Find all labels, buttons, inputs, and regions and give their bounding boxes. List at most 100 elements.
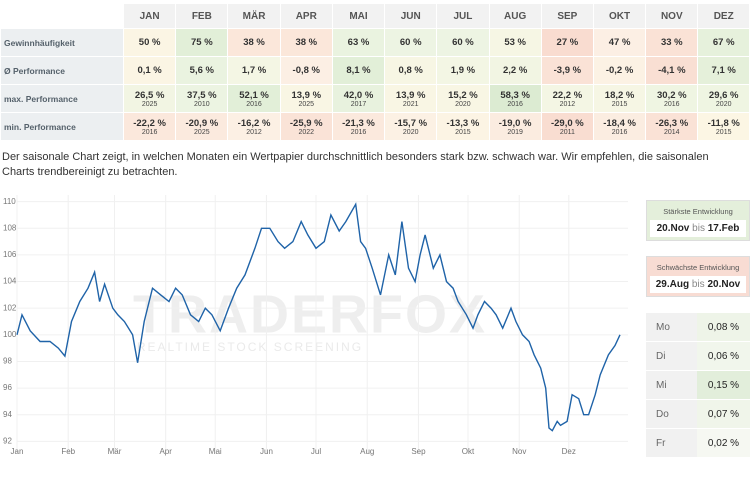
cell-value: 67 % [712, 37, 735, 48]
cell-year: 2019 [507, 128, 523, 136]
month-header: AUG [489, 4, 541, 28]
x-tick-label: Nov [512, 447, 526, 456]
cell-year: 2016 [141, 128, 158, 136]
weekday-value: 0,08 % [697, 313, 750, 341]
cell-value: 53 % [504, 37, 526, 48]
cell-value: -19,0 % [498, 117, 532, 129]
y-tick-label: 100 [3, 330, 17, 339]
row: Gewinnhäufigkeit 50 % 75 % 38 % 38 % 63 % 60 %… [1, 29, 749, 56]
to: 20.Nov [707, 279, 741, 290]
cell-value: -21,3 % [342, 117, 375, 129]
weekday: Mi [646, 371, 697, 399]
cell: -15,7 % 2020 [385, 113, 437, 140]
y-tick-label: 104 [3, 277, 17, 286]
cell-year: 2015 [611, 100, 628, 108]
cell-year: 2017 [350, 100, 367, 108]
cell-value: 52,1 % [239, 89, 269, 101]
row: min. Performance -22,2 % 2016 -20,9 % 2025 -1… [1, 113, 749, 140]
cell: 5,6 % [176, 57, 228, 84]
month-header: FEB [176, 4, 228, 28]
cell: -11,8 % 2015 [698, 113, 749, 140]
cell: -29,0 % 2011 [541, 113, 593, 140]
cell: 75 % [176, 29, 228, 56]
watermark-tagline: REALTIME STOCK SCREENING [137, 340, 363, 354]
cell-year: 2025 [141, 100, 158, 108]
cell: 1,7 % [228, 57, 280, 84]
weakest-title: Schwächste Entwicklung [656, 263, 740, 272]
from: 29.Aug [655, 279, 690, 290]
cell-value: 26,5 % [134, 89, 165, 101]
cell: 29,6 % 2020 [698, 85, 749, 112]
price-line [16, 202, 621, 432]
cell: -16,2 % 2012 [228, 113, 280, 140]
cell-value: 13,9 % [291, 89, 322, 101]
watermark-brand: TRADERFOX [133, 284, 487, 344]
cell-year: 2016 [350, 128, 367, 136]
strongest-box: Stärkste Entwicklung 20.Nov bis 17.Feb [646, 200, 750, 241]
cell-value: 33 % [660, 37, 683, 48]
y-tick-label: 102 [3, 303, 17, 312]
cell-value: 75 % [191, 37, 213, 48]
cell-year: 2016 [611, 128, 628, 136]
weakest-range: 29.Aug bis 20.Nov [650, 276, 746, 293]
weekday-row: Fr 0,02 % [646, 429, 750, 457]
y-tick-label: 92 [3, 436, 12, 445]
cell: -4,1 % [646, 57, 698, 84]
weekday-value: 0,15 % [697, 371, 750, 399]
month-header: NOV [646, 4, 698, 28]
cell-value: -0,2 % [605, 65, 634, 76]
cell-value: -25,9 % [289, 117, 323, 129]
cell: 1,9 % [437, 57, 489, 84]
cell: 37,5 % 2010 [176, 85, 228, 112]
weekday-row: Mo 0,08 % [646, 313, 750, 341]
cell-value: 29,6 % [708, 89, 739, 101]
cell-year: 2010 [194, 100, 210, 108]
cell: 38 % [280, 29, 332, 56]
cell-value: 63 % [347, 37, 370, 48]
cell-year: 2021 [402, 100, 419, 108]
cell-value: 1,7 % [241, 65, 267, 76]
cell: 0,1 % [124, 57, 176, 84]
month-header: MAI [332, 4, 385, 28]
cell-value: 47 % [608, 37, 631, 48]
cell-value: 22,2 % [552, 89, 583, 101]
cell-value: 5,6 % [189, 65, 214, 76]
weekday-value: 0,07 % [697, 400, 750, 428]
cell: 7,1 % [698, 57, 749, 84]
cell-year: 2016 [246, 100, 262, 108]
sep: bis [692, 223, 705, 234]
cell: 13,9 % 2025 [280, 85, 332, 112]
cell-year: 2015 [715, 128, 732, 136]
cell-year: 2022 [298, 128, 315, 136]
cell-value: -26,3 % [655, 117, 689, 129]
cell-value: 38 % [295, 37, 318, 48]
cell-year: 2012 [559, 100, 576, 108]
row-label: Gewinnhäufigkeit [1, 29, 123, 56]
cell-value: 30,2 % [657, 89, 687, 101]
y-tick-label: 106 [3, 250, 17, 259]
cell-value: -0,8 % [292, 65, 320, 76]
cell-year: 2011 [559, 128, 575, 136]
weekday-row: Mi 0,15 % [646, 371, 750, 399]
cell: 15,2 % 2020 [437, 85, 489, 112]
weekday-value: 0,02 % [697, 429, 750, 457]
weekday-row: Di 0,06 % [646, 342, 750, 370]
month-header: APR [280, 4, 332, 28]
cell: -21,3 % 2016 [332, 113, 385, 140]
corner [1, 4, 123, 28]
cell-year: 2025 [194, 128, 210, 136]
row: Ø Performance 0,1 % 5,6 % 1,7 % -0,8 % 8,1 % 0… [1, 57, 749, 84]
cell: 38 % [228, 29, 280, 56]
month-header: SEP [541, 4, 593, 28]
header-row: JAN FEB MÄR APR MAI JUN JUL AUG SEP OKT NOV DEZ [1, 4, 749, 28]
cell-year: 2016 [664, 100, 680, 108]
strongest-range: 20.Nov bis 17.Feb [650, 220, 746, 237]
cell-year: 2012 [246, 128, 262, 136]
cell-value: 0,1 % [137, 65, 162, 76]
cell-value: 27 % [556, 37, 579, 48]
month-header: JUL [437, 4, 489, 28]
cell: 52,1 % 2016 [228, 85, 280, 112]
cell-value: 2,2 % [502, 65, 528, 76]
x-tick-label: Mai [209, 447, 222, 456]
